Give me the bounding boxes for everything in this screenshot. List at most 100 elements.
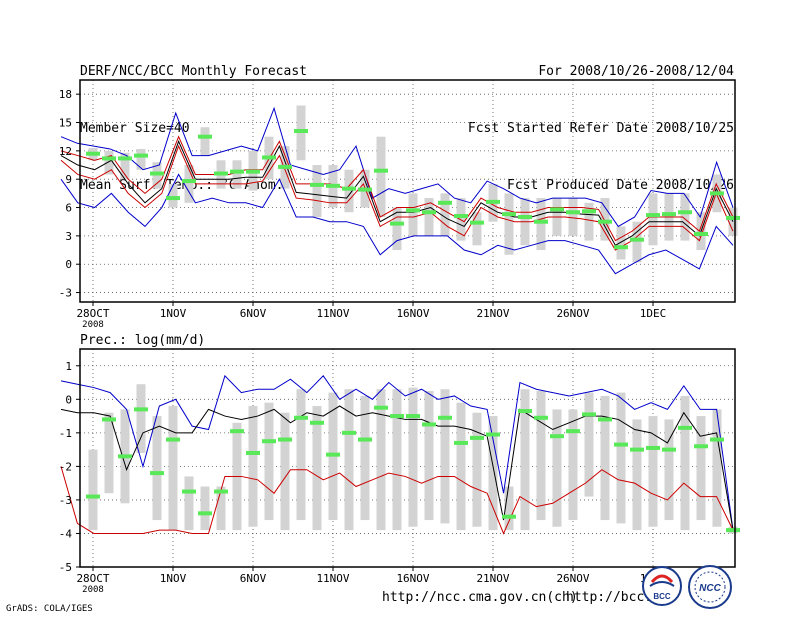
temp-median-marker	[518, 214, 532, 219]
prec-box	[600, 395, 610, 521]
temp-median-marker	[630, 237, 644, 242]
prec-box	[536, 390, 546, 521]
prec-median-marker	[230, 429, 244, 434]
member-size: Member Size=40	[80, 121, 190, 136]
temp-x-tick-label: 11NOV	[316, 307, 349, 320]
temp-median-marker	[358, 187, 372, 192]
prec-median-marker	[518, 409, 532, 414]
temp-box	[232, 160, 242, 189]
prec-box	[472, 412, 482, 527]
prec-median-marker	[662, 447, 676, 452]
temp-box	[392, 207, 402, 251]
header-right: For 2008/10/26-2008/12/04 Fcst Started R…	[468, 24, 734, 214]
temp-box	[424, 198, 434, 236]
temp-box	[120, 152, 130, 180]
prec-box	[296, 389, 306, 521]
temp-median-marker	[598, 219, 612, 224]
prec-box	[584, 392, 594, 497]
prec-y-tick-label: -1	[59, 427, 72, 440]
temp-median-marker	[534, 219, 548, 224]
prec-box	[568, 409, 578, 521]
forecast-period: For 2008/10/26-2008/12/04	[538, 64, 734, 79]
prec-median-marker	[294, 415, 308, 420]
prec-box	[344, 389, 354, 531]
temp-upper-line	[60, 135, 734, 242]
prec-median-marker	[486, 432, 500, 437]
prec-box	[360, 395, 370, 521]
temp-y-tick-label: 12	[59, 145, 72, 158]
ncc-logo: NCC	[688, 565, 732, 609]
prec-box	[88, 449, 98, 531]
prec-x-tick-label: 26NOV	[556, 572, 589, 585]
temp-median-marker	[662, 212, 676, 217]
prec-median-marker	[694, 444, 708, 449]
prec-median-marker	[390, 414, 404, 419]
prec-median-marker	[582, 412, 596, 417]
prec-box	[488, 416, 498, 531]
prec-box	[456, 402, 466, 531]
temp-median-marker	[422, 210, 436, 215]
prec-y-tick-label: -2	[59, 460, 72, 473]
prec-box	[104, 412, 114, 494]
footer-url-bcc[interactable]: http://bcc.	[566, 590, 653, 605]
prec-median-marker	[454, 440, 468, 445]
prec-median-marker	[598, 417, 612, 422]
prec-min-line	[60, 466, 734, 535]
temp-median-marker	[214, 171, 228, 176]
temp-median-marker	[198, 134, 212, 139]
prec-box	[616, 392, 626, 524]
temp-box	[104, 150, 114, 175]
prec-x-tick-label: 28OCT	[76, 572, 109, 585]
prec-median-marker	[198, 511, 212, 516]
prec-median-marker	[534, 415, 548, 420]
prec-y-tick-label: -5	[59, 561, 72, 574]
prec-box	[280, 412, 290, 531]
temp-median-marker	[166, 196, 180, 201]
temp-y-tick-label: 9	[65, 173, 72, 186]
prec-box	[312, 406, 322, 531]
prec-box	[632, 419, 642, 531]
prec-median-marker	[310, 420, 324, 425]
temp-x-tick-label: 1DEC	[640, 307, 667, 320]
temp-box	[600, 198, 610, 241]
prec-median-marker	[278, 437, 292, 442]
bcc-logo: BCC	[642, 566, 682, 606]
prec-median-marker	[406, 414, 420, 419]
footer-url-ncc[interactable]: http://ncc.cma.gov.cn(ch)	[382, 590, 578, 605]
temp-median-marker	[230, 169, 244, 174]
temp-median-marker	[614, 245, 628, 250]
temp-median-marker	[294, 129, 308, 134]
temp-box	[344, 169, 354, 213]
prec-median-marker	[710, 437, 724, 442]
prec-median-marker	[726, 528, 740, 533]
temp-x-tick-label: 28OCT	[76, 307, 109, 320]
prec-box	[408, 387, 418, 527]
temp-x-tick-label: 21NOV	[476, 307, 509, 320]
temp-median-marker	[390, 221, 404, 226]
prec-median-marker	[262, 439, 276, 444]
prec-box	[152, 416, 162, 521]
temp-box	[616, 226, 626, 260]
prec-y-tick-label: -3	[59, 494, 72, 507]
temp-median-marker	[310, 182, 324, 187]
temp-box	[200, 127, 210, 156]
prec-median-marker	[214, 489, 228, 494]
temp-x-tick-label: 1NOV	[160, 307, 187, 320]
prec-box	[424, 390, 434, 521]
temp-box	[376, 136, 386, 217]
temp-median-marker	[502, 212, 516, 217]
prec-median-marker	[86, 494, 100, 499]
temp-median-marker	[694, 231, 708, 236]
temp-median-marker	[278, 164, 292, 169]
temp-median-marker	[678, 210, 692, 215]
prec-median-marker	[614, 442, 628, 447]
prec-median-marker	[470, 435, 484, 440]
prec-box	[712, 409, 722, 527]
temp-median-marker	[550, 207, 564, 212]
temp-median-marker	[134, 153, 148, 158]
prec-box	[648, 416, 658, 527]
prec-box	[696, 416, 706, 521]
prec-median-marker	[150, 471, 164, 476]
